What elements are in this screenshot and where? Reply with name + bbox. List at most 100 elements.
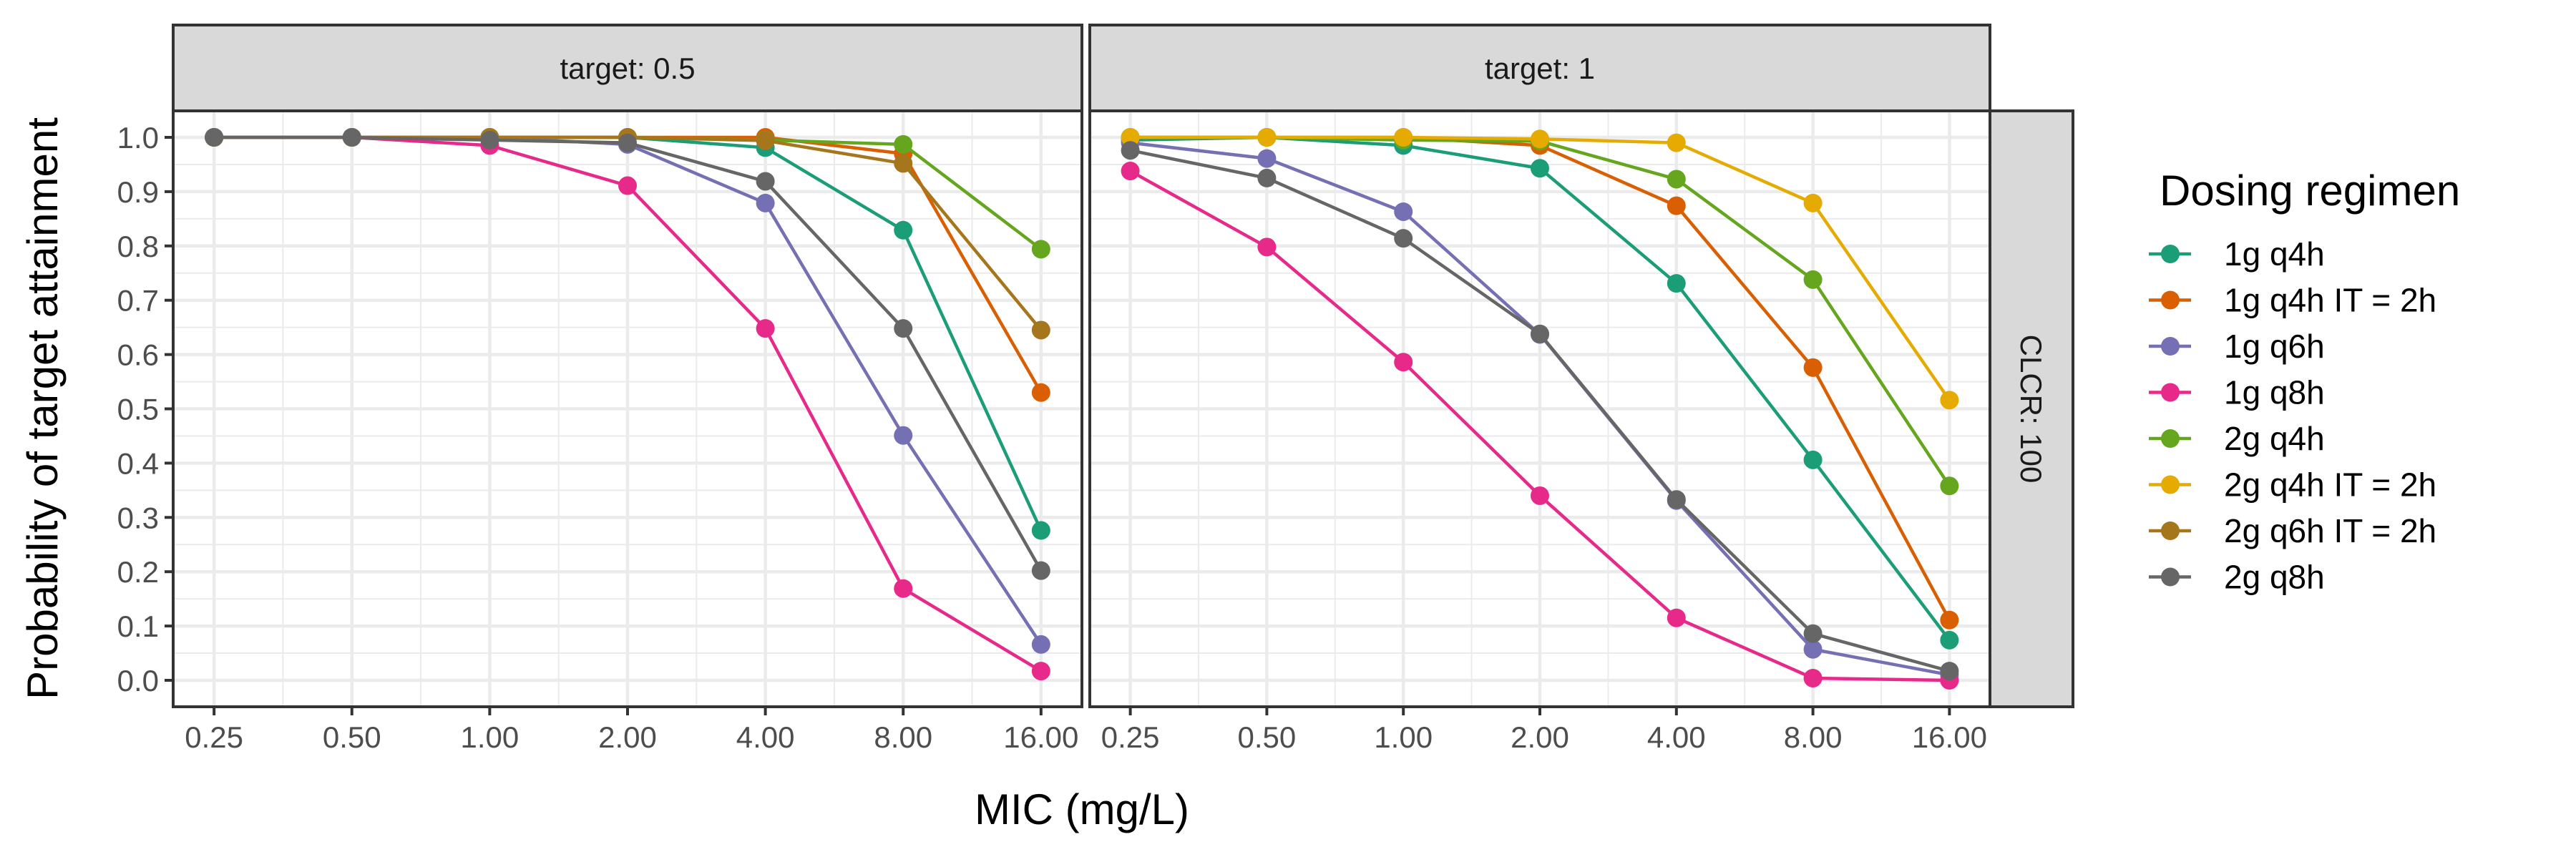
data-point	[1121, 141, 1140, 160]
legend-label: 2g q4h	[2224, 420, 2325, 457]
panels: target: 0.5 0.25 0.50 1.00 2.00 4.00 8.00 16.00…	[117, 24, 2074, 754]
x-tick-label: 1.00	[461, 720, 519, 754]
data-point	[1257, 128, 1277, 147]
legend-label: 2g q8h	[2224, 559, 2325, 596]
y-tick-label: 0.2	[117, 555, 159, 589]
data-point	[1121, 128, 1140, 147]
data-point	[1257, 149, 1277, 168]
legend-item: 1g q8h	[2149, 374, 2325, 411]
data-point	[342, 128, 361, 147]
data-point	[1667, 608, 1686, 627]
data-point	[894, 220, 913, 240]
legend-label: 2g q6h IT = 2h	[2224, 512, 2436, 549]
data-point	[1031, 561, 1050, 580]
data-point	[480, 130, 499, 150]
y-tick-label: 0.0	[117, 664, 159, 697]
legend-label: 2g q4h IT = 2h	[2224, 466, 2436, 504]
data-point	[894, 134, 913, 154]
legend-key-point	[2161, 475, 2180, 494]
legend: Dosing regimen 1g q4h 1g q4h IT = 2h 1g q6…	[2149, 167, 2460, 596]
legend-key-point	[2161, 383, 2180, 402]
x-tick-label: 0.50	[323, 720, 381, 754]
data-point	[1531, 159, 1549, 178]
data-point	[1031, 240, 1050, 259]
legend-key-point	[2161, 567, 2180, 587]
x-tick-label: 2.00	[598, 720, 657, 754]
data-point	[1940, 662, 1959, 681]
data-point	[1257, 168, 1277, 187]
y-tick-label: 0.8	[117, 230, 159, 263]
facet-strip-label: target: 0.5	[560, 52, 695, 85]
data-point	[1803, 640, 1823, 659]
legend-label: 1g q4h	[2224, 235, 2325, 273]
x-tick-label: 2.00	[1511, 720, 1569, 754]
data-point	[1803, 270, 1823, 289]
x-tick-label: 0.25	[185, 720, 243, 754]
y-tick-label: 1.0	[117, 121, 159, 155]
data-point	[1394, 128, 1413, 147]
legend-label: 1g q4h IT = 2h	[2224, 282, 2436, 319]
legend-item: 2g q4h	[2149, 420, 2325, 457]
data-point	[1257, 237, 1277, 257]
panel-1: target: 0.5 0.25 0.50 1.00 2.00 4.00 8.00 16.00…	[117, 24, 1083, 754]
row-strip	[1989, 109, 2074, 708]
data-point	[1667, 274, 1686, 293]
legend-key-point	[2161, 290, 2180, 310]
data-point	[1394, 353, 1413, 372]
data-point	[1940, 476, 1959, 496]
y-tick-label: 0.9	[117, 175, 159, 209]
data-point	[1531, 486, 1549, 505]
x-tick-label: 4.00	[736, 720, 795, 754]
data-point	[894, 426, 913, 445]
data-point	[1121, 162, 1140, 181]
x-tick-label: 4.00	[1647, 720, 1706, 754]
data-point	[1940, 610, 1959, 630]
series-2g-q8h	[205, 128, 1050, 580]
y-tick-label: 0.7	[117, 284, 159, 318]
data-point	[756, 131, 775, 150]
legend-key-point	[2161, 245, 2180, 263]
legend-label: 1g q8h	[2224, 374, 2325, 411]
data-point	[1940, 630, 1959, 650]
legend-label: 1g q6h	[2224, 328, 2325, 365]
legend-key-point	[2161, 337, 2180, 356]
x-tick-label: 0.50	[1238, 720, 1297, 754]
legend-title: Dosing regimen	[2160, 167, 2460, 215]
facet-strip-label: target: 1	[1485, 52, 1595, 85]
x-tick-label: 16.00	[1003, 720, 1078, 754]
data-point	[894, 319, 913, 338]
y-tick-label: 0.3	[117, 501, 159, 534]
data-point	[1940, 391, 1959, 410]
data-point	[756, 193, 775, 212]
legend-key-point	[2161, 429, 2180, 448]
y-tick-label: 0.4	[117, 446, 159, 480]
x-tick-label: 0.25	[1101, 720, 1160, 754]
data-point	[1031, 662, 1050, 681]
data-point	[1803, 668, 1823, 687]
y-tick-label: 0.5	[117, 393, 159, 426]
x-tick-label: 1.00	[1374, 720, 1433, 754]
legend-item: 2g q8h	[2149, 559, 2325, 596]
data-point	[1803, 358, 1823, 377]
series-2g-q4h-it-2h	[1121, 128, 1959, 410]
y-tick-label: 0.6	[117, 338, 159, 372]
data-point	[1031, 320, 1050, 340]
data-point	[1803, 450, 1823, 469]
y-axis-title: Probability of target attainment	[19, 117, 67, 700]
data-point	[205, 128, 224, 147]
y-tick-label: 0.1	[117, 609, 159, 643]
facet-strip	[1088, 24, 1991, 112]
facet-strip	[172, 24, 1083, 112]
data-point	[1803, 624, 1823, 643]
data-point	[1667, 196, 1686, 215]
data-point	[894, 579, 913, 598]
data-point	[1031, 383, 1050, 402]
x-tick-label: 8.00	[874, 720, 932, 754]
data-point	[1031, 635, 1050, 654]
data-point	[618, 133, 637, 152]
data-point	[1394, 229, 1413, 248]
x-tick-label: 8.00	[1784, 720, 1843, 754]
row-strip-label: CLCR: 100	[2014, 335, 2048, 484]
x-axis-title: MIC (mg/L)	[975, 785, 1189, 833]
